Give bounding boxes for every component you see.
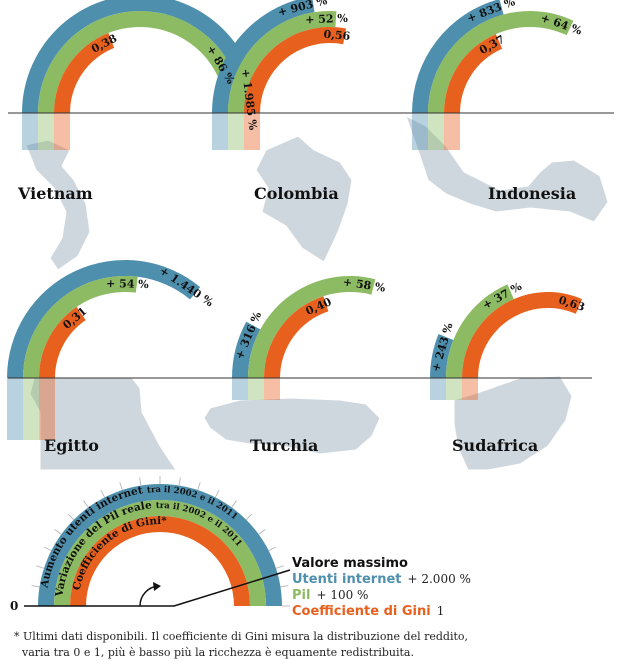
stem-gini-colombia <box>244 113 260 150</box>
stem-pil-vietnam <box>38 113 54 150</box>
map-vietnam <box>25 139 91 271</box>
stem-gini-turchia <box>264 378 280 400</box>
arc-pil-sudafrica <box>446 284 514 378</box>
stem-pil-sudafrica <box>446 378 462 400</box>
value-label-pil-turchia: + 58 % <box>342 275 387 294</box>
key-tick <box>258 529 266 535</box>
key-tick <box>197 482 201 491</box>
value-label-internet-egitto: + 1.440 % <box>157 264 216 310</box>
value-label-pil-egitto: + 54 % <box>106 277 150 291</box>
key-tick <box>31 585 40 588</box>
country-label-indonesia: Indonesia <box>488 184 576 203</box>
key-tick <box>100 489 106 498</box>
key-tick <box>178 477 181 486</box>
arc-pil-turchia <box>248 275 376 378</box>
legend-title: Valore massimo <box>292 556 408 571</box>
stem-pil-indonesia <box>428 113 444 150</box>
key-zero-label: 0 <box>10 599 18 613</box>
key-ring-pil <box>54 500 266 606</box>
key-arrow-head <box>153 582 161 591</box>
arc-gini-colombia <box>244 26 347 113</box>
key-tick-marks <box>30 476 290 607</box>
key-ring-internet <box>38 484 282 606</box>
footnote-line-2: varia tra 0 e 1, più è basso più la ricc… <box>21 646 414 659</box>
key-tick <box>214 489 220 498</box>
key-tick <box>139 477 142 486</box>
stem-internet-turchia <box>232 378 248 400</box>
value-label-pil-indonesia: + 64 % <box>539 11 584 38</box>
key-tick <box>67 513 75 521</box>
stem-pil-colombia <box>228 113 244 150</box>
arc-internet-indonesia <box>412 0 504 113</box>
stem-internet-sudafrica <box>430 378 446 400</box>
key-tick <box>54 529 62 535</box>
value-label-gini-colombia: 0,56 <box>323 28 351 43</box>
country-label-egitto: Egitto <box>44 436 99 455</box>
stem-gini-sudafrica <box>462 378 478 400</box>
arc-pil-colombia <box>227 10 337 113</box>
key-tick <box>83 500 89 508</box>
country-maps <box>25 115 609 471</box>
arc-internet-egitto <box>7 259 201 378</box>
stem-internet-vietnam <box>22 113 38 150</box>
reading-key: 0 Aumento utenti internet tra il 2002 e i… <box>10 476 291 613</box>
key-tick <box>36 565 45 569</box>
legend-item-pil: Pil + 100 % <box>292 588 368 603</box>
key-tick <box>119 482 123 491</box>
key-tick <box>275 565 284 569</box>
legend-item-internet: Utenti internet + 2.000 % <box>292 572 471 587</box>
stem-pil-egitto <box>23 378 39 440</box>
value-label-pil-colombia: + 52 % <box>305 12 349 27</box>
arc-pil-egitto <box>23 275 138 378</box>
arc-gini-sudafrica <box>461 291 583 378</box>
stem-internet-egitto <box>7 378 23 440</box>
stem-gini-egitto <box>39 378 55 440</box>
arc-gini-vietnam <box>54 33 115 113</box>
key-tick <box>268 546 277 552</box>
footnote-line-1: * Ultimi dati disponibili. Il coefficien… <box>14 630 468 643</box>
country-label-colombia: Colombia <box>254 184 339 203</box>
arc-pil-vietnam <box>38 11 233 114</box>
key-leader-line <box>173 569 291 607</box>
legend-item-gini: Coefficiente di Gini 1 <box>292 604 444 619</box>
country-arcs <box>7 0 583 440</box>
arc-gini-egitto <box>39 306 86 378</box>
stem-internet-colombia <box>212 113 228 150</box>
stem-gini-indonesia <box>444 113 460 150</box>
map-turchia <box>203 397 381 455</box>
map-egitto <box>29 377 177 471</box>
key-tick <box>231 500 237 508</box>
arc-internet-colombia <box>212 0 315 113</box>
legend: Valore massimo Utenti internet + 2.000 % … <box>292 556 471 619</box>
key-tick <box>245 513 253 521</box>
country-label-turchia: Turchia <box>250 436 318 455</box>
stem-gini-vietnam <box>54 113 70 150</box>
arc-internet-vietnam <box>22 0 258 113</box>
arc-gini-indonesia <box>444 34 503 113</box>
key-tick <box>43 546 52 552</box>
map-indonesia <box>405 115 609 223</box>
arc-pil-indonesia <box>428 11 574 113</box>
country-label-sudafrica: Sudafrica <box>452 436 538 455</box>
arc-gini-turchia <box>264 296 329 378</box>
map-colombia <box>255 135 353 263</box>
arc-internet-sudafrica <box>430 334 454 378</box>
key-ring-gini <box>70 516 250 606</box>
stem-internet-indonesia <box>412 113 428 150</box>
stem-pil-turchia <box>248 378 264 400</box>
country-label-vietnam: Vietnam <box>17 184 93 203</box>
key-tick <box>280 585 289 588</box>
arc-internet-turchia <box>232 321 261 378</box>
